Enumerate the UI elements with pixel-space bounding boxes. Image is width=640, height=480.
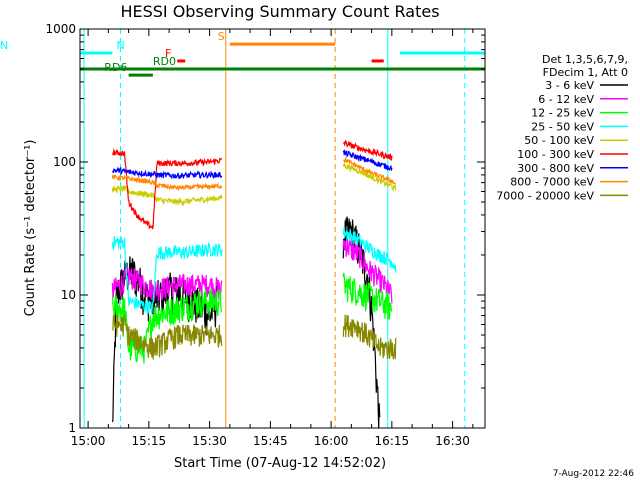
legend-header-line-1: Det 1,3,5,6,7,9, [542,53,628,66]
x-tick-label-2: 15:30 [192,434,227,448]
legend-label-2: 12 - 25 keV [531,107,594,120]
series-line-4-1 [342,163,397,192]
series-line-6-0 [111,166,223,180]
series-line-5-0 [111,147,223,230]
legend-label-8: 7000 - 20000 keV [496,189,594,202]
x-tick-label-0: 15:00 [71,434,106,448]
legend-label-3: 25 - 50 keV [531,120,594,133]
y-axis-label: Count Rate (s⁻¹ detector⁻¹) [23,140,38,317]
legend-label-5: 100 - 300 keV [517,148,594,161]
x-tick-label-1: 15:15 [132,434,167,448]
series-line-0-0 [111,256,218,423]
legend-label-1: 6 - 12 keV [538,93,594,106]
legend-label-7: 800 - 7000 keV [510,176,594,189]
x-tick-label-3: 15:45 [253,434,288,448]
plot-frame [79,28,486,429]
flag-label-0: N [116,39,124,52]
series-line-6-1 [342,148,393,172]
flag-label-6: S [218,30,225,43]
series-line-2-0 [111,288,223,364]
flag-label-4: F [165,47,171,60]
flag-label-1: N [0,39,8,52]
legend-header-line-2: FDecim 1, Att 0 [543,66,628,79]
x-tick-label-4: 16:00 [314,434,349,448]
x-tick-label-6: 16:30 [435,434,470,448]
series-line-3-1 [342,226,397,273]
legend-label-6: 300 - 800 keV [517,162,594,175]
series-line-7-1 [342,156,397,185]
y-tick-label-0: 1 [68,421,76,435]
series-line-8-1 [342,314,397,360]
chart-title: HESSI Observing Summary Count Rates [120,2,439,21]
legend-label-0: 3 - 6 keV [545,79,594,92]
series-line-1-0 [111,266,223,302]
series-line-5-1 [342,139,393,161]
series-line-3-0 [111,235,223,314]
series-lines [111,139,397,429]
series-line-8-0 [112,314,223,360]
vertical-markers [83,29,466,428]
y-tick-label-1: 10 [61,288,76,302]
series-line-4-0 [111,184,223,207]
y-tick-label-2: 100 [53,155,76,169]
series-line-2-1 [342,272,393,320]
x-axis-label: Start Time (07-Aug-12 14:52:02) [174,456,386,471]
legend-label-4: 50 - 100 keV [524,134,594,147]
y-tick-label-3: 1000 [45,22,76,36]
x-axis-ticks: 15:00 15:15 15:30 15:45 16:00 16:15 16:30 [71,29,474,448]
state-flags: NNRD6RD0FS [0,30,485,77]
timestamp: 7-Aug-2012 22:46 [553,469,635,479]
flag-label-3: RD0 [153,55,176,68]
series-line-7-0 [111,174,223,192]
y-axis-ticks: 1 10 100 1000 [45,22,485,435]
x-tick-label-5: 16:15 [375,434,410,448]
series-line-1-1 [342,238,393,304]
